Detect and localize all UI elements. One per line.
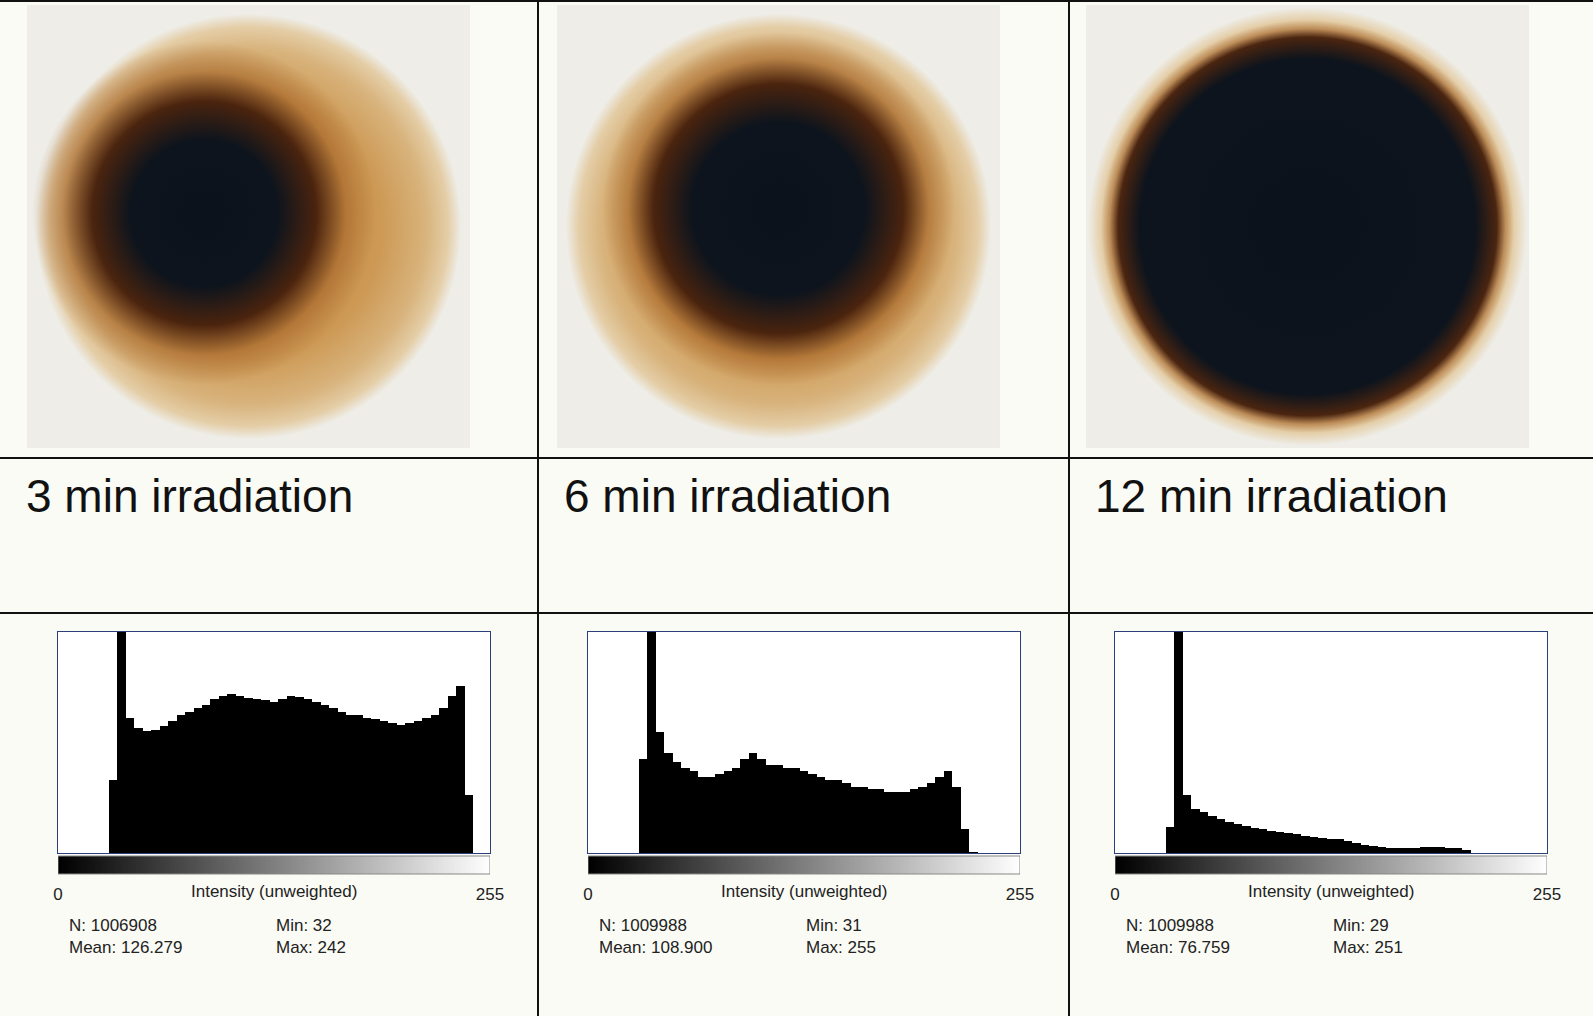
svg-text:255: 255 <box>1533 885 1561 904</box>
svg-text:Mean: 76.759: Mean: 76.759 <box>1126 938 1230 957</box>
svg-text:255: 255 <box>1006 885 1034 904</box>
html-text:3 min irradiation: 3 min irradiation <box>26 470 354 522</box>
svg-text:0: 0 <box>1110 885 1119 904</box>
svg-text:Intensity (unweighted): Intensity (unweighted) <box>721 882 887 901</box>
svg-text:Max: 255: Max: 255 <box>806 938 876 957</box>
svg-text:Mean: 108.900: Mean: 108.900 <box>599 938 712 957</box>
svg-text:Mean: 126.279: Mean: 126.279 <box>69 938 182 957</box>
html-text:12 min irradiation: 12 min irradiation <box>1095 470 1448 522</box>
svg-text:Min: 32: Min: 32 <box>276 916 332 935</box>
svg-text:255: 255 <box>476 885 504 904</box>
svg-text:Intensity (unweighted): Intensity (unweighted) <box>191 882 357 901</box>
svg-text:Min: 31: Min: 31 <box>806 916 862 935</box>
svg-text:Intensity (unweighted): Intensity (unweighted) <box>1248 882 1414 901</box>
svg-text:Max: 242: Max: 242 <box>276 938 346 957</box>
svg-text:N: 1009988: N: 1009988 <box>599 916 687 935</box>
svg-text:Min: 29: Min: 29 <box>1333 916 1389 935</box>
svg-text:N: 1009988: N: 1009988 <box>1126 916 1214 935</box>
svg-text:0: 0 <box>53 885 62 904</box>
html-text:6 min irradiation: 6 min irradiation <box>564 470 892 522</box>
svg-text:N: 1006908: N: 1006908 <box>69 916 157 935</box>
svg-text:0: 0 <box>583 885 592 904</box>
svg-text:Max: 251: Max: 251 <box>1333 938 1403 957</box>
